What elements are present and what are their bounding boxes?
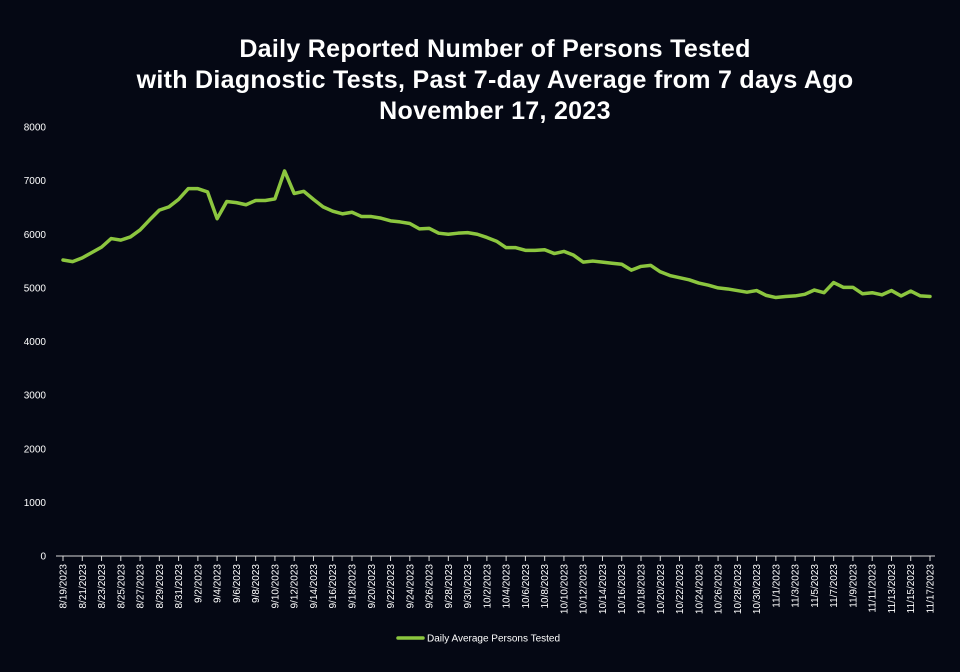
x-tick-label: 9/26/2023 xyxy=(425,564,436,609)
x-tick-label: 10/16/2023 xyxy=(617,564,628,614)
x-tick-label: 10/8/2023 xyxy=(540,564,551,609)
x-tick-label: 8/29/2023 xyxy=(155,564,166,609)
x-tick-label: 9/24/2023 xyxy=(405,564,416,609)
y-tick-label: 2000 xyxy=(24,444,47,455)
chart-title-line-2: with Diagnostic Tests, Past 7-day Averag… xyxy=(136,66,854,94)
series-layer xyxy=(61,169,932,300)
x-tick-label: 8/19/2023 xyxy=(59,564,70,609)
x-tick-label: 10/18/2023 xyxy=(637,564,648,614)
x-tick-label: 10/10/2023 xyxy=(559,564,570,614)
legend-label-daily-average: Daily Average Persons Tested xyxy=(427,634,560,645)
x-tick-label: 9/20/2023 xyxy=(367,564,378,609)
x-tick-label: 10/14/2023 xyxy=(598,564,609,614)
x-tick-label: 11/9/2023 xyxy=(848,564,859,608)
x-tick-label: 10/30/2023 xyxy=(752,564,763,614)
x-tick-label: 9/10/2023 xyxy=(270,564,281,609)
y-tick-label: 5000 xyxy=(24,283,47,294)
y-tick-label: 6000 xyxy=(24,230,47,241)
x-tick-label: 9/16/2023 xyxy=(328,564,339,609)
x-tick-label: 9/28/2023 xyxy=(444,564,455,609)
y-tick-label: 1000 xyxy=(24,498,47,509)
series-line-daily-average xyxy=(61,169,932,300)
x-tick-label: 10/4/2023 xyxy=(502,564,513,609)
x-tick-label: 9/6/2023 xyxy=(232,564,243,603)
x-tick-label: 8/31/2023 xyxy=(174,564,185,609)
x-tick-label: 11/5/2023 xyxy=(810,564,821,608)
x-tick-label: 8/27/2023 xyxy=(136,564,147,609)
y-tick-label: 4000 xyxy=(24,337,47,348)
x-tick-label: 9/22/2023 xyxy=(386,564,397,609)
x-tick-label: 9/8/2023 xyxy=(251,564,262,603)
x-tick-label: 8/23/2023 xyxy=(97,564,108,609)
x-tick-label: 9/18/2023 xyxy=(348,564,359,609)
x-tick-label: 9/2/2023 xyxy=(193,564,204,603)
x-tick-label: 11/17/2023 xyxy=(926,564,937,614)
x-tick-label: 10/28/2023 xyxy=(733,564,744,614)
y-axis: 0 1000 2000 3000 4000 5000 6000 7000 8000 xyxy=(24,123,47,563)
x-tick-label: 10/6/2023 xyxy=(521,564,532,609)
x-tick-label: 11/13/2023 xyxy=(887,564,898,614)
x-tick-label: 10/20/2023 xyxy=(656,564,667,614)
x-tick-label: 9/12/2023 xyxy=(290,564,301,609)
x-tick-label: 9/14/2023 xyxy=(309,564,320,609)
x-tick-label: 11/7/2023 xyxy=(829,564,840,608)
x-tick-label: 10/12/2023 xyxy=(579,564,590,614)
x-tick-label: 8/25/2023 xyxy=(116,564,127,609)
x-tick-label: 10/26/2023 xyxy=(714,564,725,614)
chart-title: Daily Reported Number of Persons Tested … xyxy=(0,34,960,127)
legend: Daily Average Persons Tested xyxy=(396,634,560,645)
x-tick-label: 11/11/2023 xyxy=(868,564,879,613)
x-tick-label: 11/1/2023 xyxy=(771,564,782,608)
x-tick-label: 11/15/2023 xyxy=(906,564,917,614)
chart-title-line-3: November 17, 2023 xyxy=(379,97,611,125)
x-tick-label: 9/30/2023 xyxy=(463,564,474,609)
y-tick-label: 8000 xyxy=(24,123,47,134)
x-axis: 8/19/2023 8/21/2023 8/23/2023 8/25/2023 8/27… xyxy=(59,556,937,614)
y-tick-label: 7000 xyxy=(24,176,47,187)
x-tick-label: 10/24/2023 xyxy=(694,564,705,614)
chart-title-line-1: Daily Reported Number of Persons Tested xyxy=(239,35,751,63)
x-tick-label: 10/2/2023 xyxy=(482,564,493,609)
x-tick-label: 10/22/2023 xyxy=(675,564,686,614)
x-tick-label: 9/4/2023 xyxy=(213,564,224,603)
x-tick-label: 8/21/2023 xyxy=(78,564,89,609)
y-tick-label: 3000 xyxy=(24,391,47,402)
x-tick-label: 11/3/2023 xyxy=(791,564,802,608)
y-tick-label: 0 xyxy=(40,552,46,563)
